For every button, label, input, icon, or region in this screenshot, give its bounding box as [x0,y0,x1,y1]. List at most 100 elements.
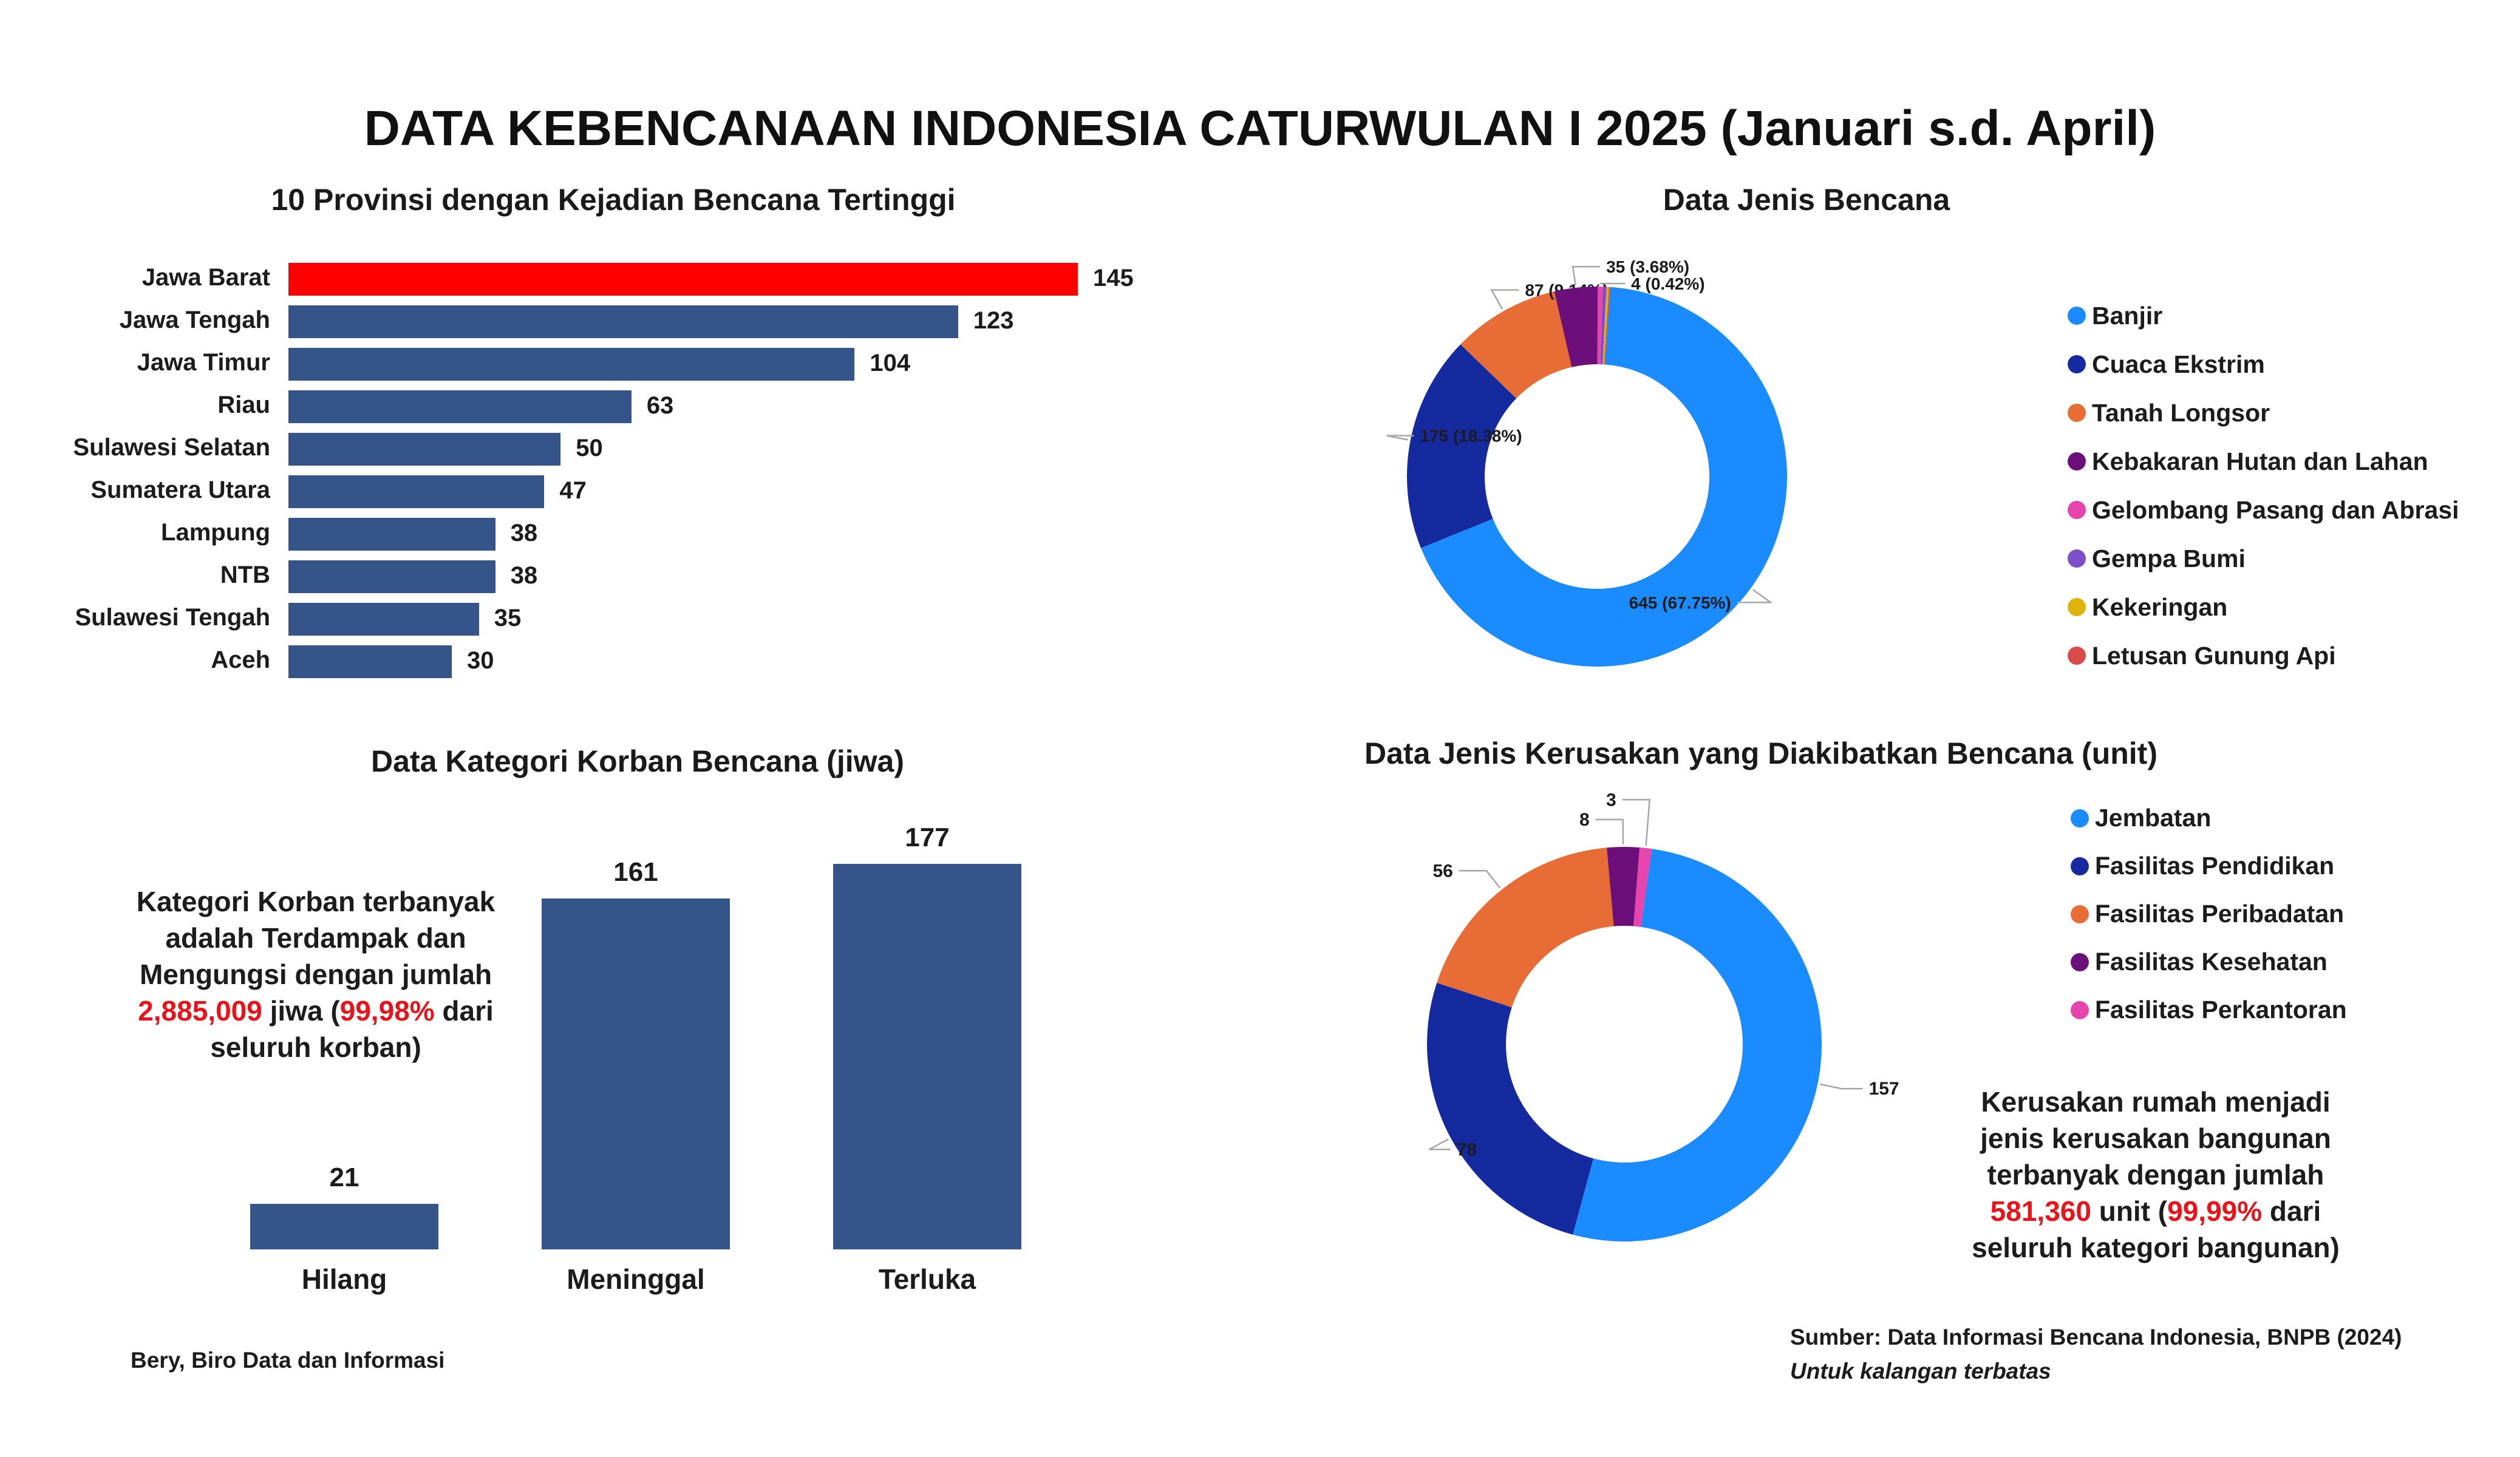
legend-label: Kebakaran Hutan dan Lahan [2092,447,2428,475]
victim-amount: 2,885,009 [138,995,262,1027]
legend-label: Fasilitas Perkantoran [2095,996,2347,1024]
province-label: Aceh [211,647,270,673]
donut-leader-line [1737,589,1773,603]
donut-slice [1602,287,1609,365]
province-label: Sumatera Utara [90,477,270,503]
victim-note-line: adalah Terdampak dan [165,922,466,954]
victim-pct: 99,98% [339,995,435,1027]
damage-amount: 581,360 [1990,1195,2091,1227]
donut-leader-line [1820,1083,1863,1090]
legend-dot-icon [2068,404,2086,422]
disaster-legend: Banjir Cuaca Ekstrim Tanah Longsor Kebakara… [2068,291,2505,680]
legend-dot-icon [2071,809,2089,827]
province-bar [288,305,958,338]
province-label: Jawa Barat [141,264,270,291]
victim-category-label: Hilang [301,1263,387,1295]
province-value: 30 [466,647,494,674]
donut-slice [1607,847,1640,926]
source-note: Sumber: Data Informasi Bencana Indonesia… [1790,1325,2402,1350]
donut-slice [1420,287,1787,667]
donut-data-label: 3 [1606,790,1616,810]
legend-dot-icon [2068,307,2086,325]
legend-dot-icon [2068,355,2086,373]
victim-value: 21 [329,1162,359,1192]
legend-dot-icon [2071,857,2089,875]
province-value: 145 [1093,265,1134,291]
donut-slice [1554,287,1598,367]
legend-item: Gelombang Pasang dan Abrasi [2068,486,2505,534]
damage-note-line: seluruh kategori bangunan) [1972,1232,2340,1263]
victim-note-line: Kategori Korban terbanyak [136,886,495,917]
legend-label: Letusan Gunung Api [2092,641,2336,670]
donut-leader-line [1622,799,1651,846]
donut-leader-line [1490,289,1519,310]
province-bar [288,433,561,466]
province-bar [288,348,855,381]
legend-label: Tanah Longsor [2092,398,2270,427]
donut-data-label: 56 [1432,861,1452,881]
legend-dot-icon [2068,598,2086,616]
legend-label: Jembatan [2095,804,2212,832]
legend-label: Kekeringan [2092,593,2228,621]
province-bar [288,263,1078,296]
legend-item: Fasilitas Perkantoran [2071,986,2508,1034]
legend-label: Gempa Bumi [2092,544,2246,572]
damage-note-line: jenis kerusakan bangunan [1980,1122,2331,1154]
legend-dot-icon [2068,549,2086,568]
donut-leader-line [1429,1138,1451,1150]
legend-label: Cuaca Ekstrim [2092,350,2265,378]
victim-bar [542,898,730,1249]
disaster-donut-chart: 645 (67.75%)175 (18.38%)87 (9.14%)35 (3.… [1386,257,1787,667]
legend-label: Banjir [2092,301,2163,330]
province-bar [288,560,495,593]
chart-title-victims: Data Kategori Korban Bencana (jiwa) [371,744,904,778]
province-value: 63 [646,392,674,419]
damage-note-line: terbanyak dengan jumlah [1987,1159,2324,1190]
province-bar [288,475,545,508]
legend-item: Kebakaran Hutan dan Lahan [2068,437,2505,486]
victim-value: 177 [905,823,950,852]
restricted-note: Untuk kalangan terbatas [1790,1359,2051,1384]
province-label: NTB [220,562,270,588]
legend-item: Gempa Bumi [2068,534,2505,583]
legend-item: Letusan Gunung Api [2068,631,2505,680]
province-value: 38 [510,562,538,589]
donut-slice [1573,849,1822,1241]
victim-note-line: 2,885,009 jiwa (99,98% dari [49,993,583,1029]
legend-item: Kekeringan [2068,583,2505,631]
province-value: 47 [559,477,587,504]
legend-dot-icon [2068,647,2086,665]
legend-dot-icon [2068,501,2086,519]
province-value: 104 [870,350,911,376]
province-bar [288,603,479,636]
donut-data-label: 8 [1579,810,1590,830]
legend-item: Tanah Longsor [2068,389,2505,437]
province-bar [288,390,632,423]
legend-label: Gelombang Pasang dan Abrasi [2092,495,2459,524]
donut-slice [1633,847,1652,927]
page-title: DATA KEBENCANAAN INDONESIA CATURWULAN I … [364,101,2156,156]
province-value: 50 [576,435,603,461]
damage-note-line: 581,360 unit (99,99% dari [1943,1193,2368,1229]
damage-note: Kerusakan rumah menjadi jenis kerusakan … [1943,1084,2368,1266]
legend-dot-icon [2071,953,2089,971]
victim-bar [833,864,1021,1249]
province-value: 35 [494,605,522,631]
legend-item: Jembatan [2071,794,2508,842]
victim-note-mid: jiwa ( [262,995,340,1027]
damage-legend: Jembatan Fasilitas Pendidikan Fasilitas Pe… [2071,794,2508,1034]
victim-category-label: Meninggal [567,1263,705,1295]
donut-data-label: 78 [1457,1139,1477,1160]
donut-leader-line [1572,265,1601,286]
victim-note: Kategori Korban terbanyak adalah Terdamp… [49,883,583,1065]
province-bar-chart: Jawa Barat 145 Jawa Tengah 123 Jawa Timur 104… [0,0,1214,698]
legend-label: Fasilitas Peribadatan [2095,900,2345,928]
victim-bar-chart: 21 Hilang 161 Meninggal 177 Terluka [0,0,1214,1336]
donut-leader-line [1386,435,1414,441]
donut-data-label: 175 (18.38%) [1420,427,1522,446]
damage-pct: 99,99% [2167,1195,2263,1227]
chart-title-provinces: 10 Provinsi dengan Kejadian Bencana Tert… [271,183,956,217]
donut-data-label: 35 (3.68%) [1606,257,1689,276]
legend-dot-icon [2071,905,2089,923]
province-value: 123 [973,307,1014,334]
